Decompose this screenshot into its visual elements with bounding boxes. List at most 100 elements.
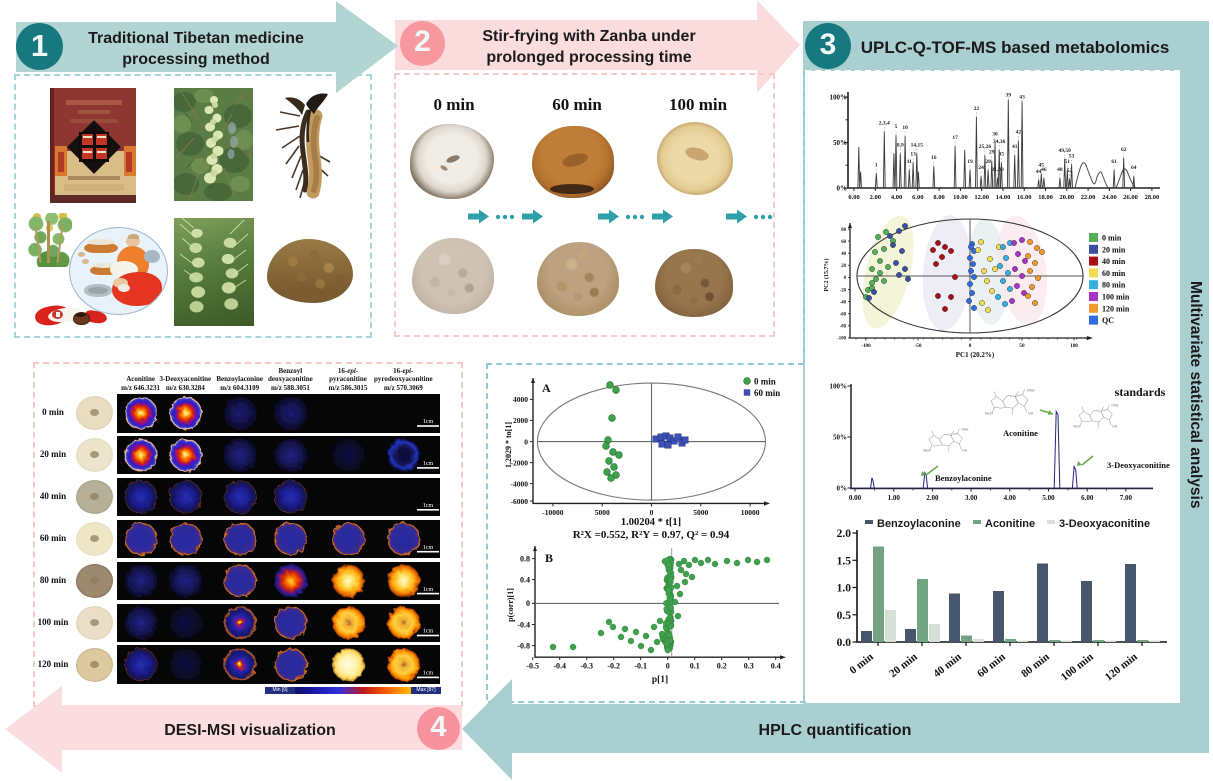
svg-text:0%: 0% — [837, 485, 848, 493]
svg-text:-100: -100 — [837, 337, 846, 342]
svg-text:42: 42 — [1016, 130, 1022, 136]
svg-text:45: 45 — [1039, 162, 1045, 168]
svg-text:0: 0 — [969, 343, 972, 349]
svg-text:120 min: 120 min — [1102, 304, 1130, 313]
svg-text:1.0: 1.0 — [837, 583, 852, 595]
svg-text:3-Deoxyaconitine: 3-Deoxyaconitine — [1059, 518, 1150, 530]
svg-text:Aconitine: Aconitine — [1003, 428, 1038, 438]
svg-text:25,26: 25,26 — [979, 144, 992, 150]
svg-text:60 min: 60 min — [754, 388, 780, 398]
svg-text:1.2029 * to[1]: 1.2029 * to[1] — [505, 422, 513, 468]
svg-text:-0.4: -0.4 — [517, 620, 530, 629]
svg-text:2,3,4: 2,3,4 — [879, 121, 890, 127]
svg-text:OH: OH — [1028, 412, 1034, 416]
svg-text:0.8: 0.8 — [520, 554, 530, 563]
svg-text:35: 35 — [999, 152, 1005, 158]
svg-text:100: 100 — [1070, 343, 1078, 349]
svg-text:10.00: 10.00 — [953, 194, 968, 201]
svg-text:120 min: 120 min — [1103, 651, 1140, 684]
svg-text:2000: 2000 — [513, 416, 528, 425]
svg-text:4.00: 4.00 — [1004, 494, 1017, 502]
svg-text:0.0: 0.0 — [837, 637, 852, 649]
svg-text:49,50: 49,50 — [1059, 148, 1072, 154]
svg-text:19: 19 — [967, 159, 973, 165]
svg-text:OMe: OMe — [1111, 404, 1118, 408]
svg-text:13: 13 — [910, 152, 916, 158]
svg-text:22: 22 — [974, 106, 980, 112]
svg-text:OMe: OMe — [961, 428, 968, 432]
svg-text:61: 61 — [1111, 159, 1117, 165]
svg-text:standards: standards — [1115, 385, 1166, 399]
svg-text:0.5: 0.5 — [837, 610, 852, 622]
svg-text:0: 0 — [650, 508, 654, 517]
svg-text:46: 46 — [1041, 167, 1047, 173]
svg-text:50: 50 — [1019, 343, 1025, 349]
svg-text:p[1]: p[1] — [652, 675, 668, 685]
svg-text:-80: -80 — [840, 325, 847, 330]
svg-text:0: 0 — [666, 662, 670, 671]
svg-text:60 min: 60 min — [1102, 269, 1126, 278]
svg-text:1.00: 1.00 — [888, 494, 901, 502]
svg-text:-0.8: -0.8 — [517, 641, 530, 650]
svg-text:40 min: 40 min — [1102, 257, 1126, 266]
svg-text:-2000: -2000 — [511, 458, 529, 467]
svg-text:11: 11 — [907, 159, 912, 165]
svg-text:20: 20 — [841, 264, 846, 269]
svg-text:-4000: -4000 — [511, 479, 529, 488]
svg-text:8.00: 8.00 — [933, 194, 944, 201]
svg-text:80 min: 80 min — [1102, 281, 1126, 290]
svg-text:PC2 (15.7%): PC2 (15.7%) — [823, 259, 830, 292]
svg-text:-0.1: -0.1 — [634, 662, 647, 671]
svg-text:1cm: 1cm — [422, 629, 433, 635]
svg-text:0: 0 — [524, 437, 528, 446]
svg-text:53: 53 — [1069, 153, 1075, 159]
svg-text:20 min: 20 min — [1102, 245, 1126, 254]
svg-text:3-Deoxyaconitine: 3-Deoxyaconitine — [1107, 460, 1170, 470]
svg-text:14,15: 14,15 — [911, 142, 924, 148]
svg-text:-40: -40 — [840, 300, 847, 305]
svg-text:OMe: OMe — [1027, 388, 1035, 392]
svg-text:3.00: 3.00 — [965, 494, 978, 502]
svg-text:50%: 50% — [833, 139, 847, 147]
svg-text:0: 0 — [844, 276, 847, 281]
svg-text:39: 39 — [1006, 93, 1012, 99]
svg-text:0.00: 0.00 — [848, 194, 859, 201]
svg-text:17: 17 — [952, 135, 958, 141]
svg-text:8,9: 8,9 — [897, 142, 904, 148]
svg-text:QC: QC — [1102, 316, 1114, 325]
svg-text:34,36: 34,36 — [993, 139, 1006, 145]
svg-text:5000: 5000 — [595, 508, 610, 517]
svg-text:0 min: 0 min — [754, 377, 776, 387]
svg-text:OH: OH — [1112, 425, 1118, 429]
svg-text:-0.4: -0.4 — [553, 662, 566, 671]
svg-text:22.00: 22.00 — [1081, 194, 1096, 201]
svg-text:4.00: 4.00 — [891, 194, 902, 201]
svg-text:1cm: 1cm — [422, 671, 433, 677]
svg-text:Benzoylaconine: Benzoylaconine — [935, 473, 992, 483]
svg-text:-0.5: -0.5 — [526, 662, 539, 671]
svg-text:100%: 100% — [830, 94, 847, 102]
svg-text:1cm: 1cm — [422, 419, 433, 425]
svg-text:43: 43 — [1019, 95, 1025, 101]
svg-text:2.00: 2.00 — [870, 194, 881, 201]
svg-text:41: 41 — [1012, 144, 1018, 150]
svg-text:16.00: 16.00 — [1017, 194, 1032, 201]
svg-text:Benzoylaconine: Benzoylaconine — [877, 518, 961, 530]
svg-text:-100: -100 — [861, 343, 871, 349]
svg-text:26.00: 26.00 — [1123, 194, 1138, 201]
svg-text:OH: OH — [962, 449, 968, 453]
svg-text:-10000: -10000 — [542, 508, 563, 517]
svg-text:48: 48 — [1057, 167, 1063, 173]
svg-text:60 min: 60 min — [975, 651, 1008, 680]
svg-text:80: 80 — [841, 228, 846, 233]
svg-text:1.00204 * t[1]: 1.00204 * t[1] — [621, 517, 681, 528]
svg-text:2.0: 2.0 — [837, 528, 852, 540]
svg-text:1: 1 — [875, 162, 878, 168]
svg-text:5: 5 — [895, 124, 898, 130]
svg-text:6.00: 6.00 — [912, 194, 923, 201]
svg-text:29: 29 — [989, 150, 995, 156]
svg-text:30: 30 — [992, 132, 998, 138]
svg-text:1cm: 1cm — [422, 503, 433, 509]
svg-text:0.4: 0.4 — [520, 575, 530, 584]
svg-text:40 min: 40 min — [931, 651, 964, 680]
